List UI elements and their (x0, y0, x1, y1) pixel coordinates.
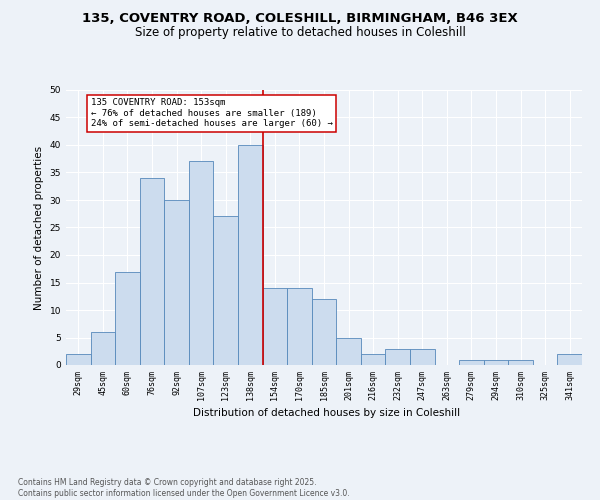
Bar (312, 299, 336, 365)
Bar (459, 360, 484, 365)
Bar (336, 338, 361, 365)
Bar (385, 348, 410, 365)
Bar (361, 354, 385, 365)
Bar (140, 178, 164, 365)
Text: Size of property relative to detached houses in Coleshill: Size of property relative to detached ho… (134, 26, 466, 39)
Bar (508, 360, 533, 365)
Y-axis label: Number of detached properties: Number of detached properties (34, 146, 44, 310)
Bar (91, 332, 115, 365)
Bar (66, 354, 91, 365)
Text: 135 COVENTRY ROAD: 153sqm
← 76% of detached houses are smaller (189)
24% of semi: 135 COVENTRY ROAD: 153sqm ← 76% of detac… (91, 98, 332, 128)
Bar (214, 216, 238, 365)
Bar (115, 272, 140, 365)
Bar (484, 360, 508, 365)
Bar (410, 348, 434, 365)
Bar (164, 200, 189, 365)
Bar (287, 288, 312, 365)
Text: Contains HM Land Registry data © Crown copyright and database right 2025.
Contai: Contains HM Land Registry data © Crown c… (18, 478, 350, 498)
Text: Distribution of detached houses by size in Coleshill: Distribution of detached houses by size … (193, 408, 461, 418)
Bar (189, 162, 214, 365)
Bar (557, 354, 582, 365)
Bar (263, 288, 287, 365)
Text: 135, COVENTRY ROAD, COLESHILL, BIRMINGHAM, B46 3EX: 135, COVENTRY ROAD, COLESHILL, BIRMINGHA… (82, 12, 518, 26)
Bar (238, 145, 263, 365)
